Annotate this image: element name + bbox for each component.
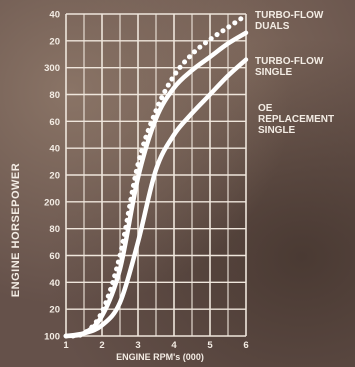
legend-turbo-flow-single: TURBO-FLOW SINGLE (255, 56, 324, 78)
x-tick-label: 4 (171, 340, 177, 351)
y-tick-label: 300 (44, 63, 60, 74)
y-tick-label: 40 (49, 144, 60, 155)
x-tick-label: 5 (207, 340, 213, 351)
y-tick-label: 80 (49, 90, 60, 101)
x-tick-label: 3 (135, 340, 140, 351)
tick-layer: 100 20 40 60 80 200 20 40 60 80 300 20 40 1 2 3 4 5 6 (44, 10, 249, 352)
y-tick-label: 80 (49, 224, 60, 235)
series-line-2 (63, 57, 249, 339)
y-tick-label: 40 (49, 10, 60, 21)
x-axis-label: ENGINE RPM's (000) (116, 352, 204, 362)
x-tick-label: 1 (63, 340, 69, 351)
y-tick-label: 200 (44, 197, 60, 208)
y-tick-label: 20 (49, 36, 60, 47)
y-tick-label: 100 (44, 332, 60, 343)
legend-turbo-flow-duals: TURBO-FLOW DUALS (255, 10, 324, 32)
y-tick-label: 20 (49, 171, 60, 182)
legend-oe-replacement-single: OE REPLACEMENT SINGLE (258, 103, 335, 136)
y-tick-label: 40 (49, 278, 60, 289)
x-tick-label: 6 (243, 340, 248, 351)
y-tick-label: 60 (49, 117, 60, 128)
y-tick-label: 20 (49, 305, 60, 316)
series-layer (63, 12, 249, 339)
y-tick-label: 60 (49, 251, 60, 262)
y-axis-label-box: ENGINE HORSEPOWER (0, 130, 32, 330)
y-axis-label: ENGINE HORSEPOWER (10, 162, 22, 298)
x-tick-label: 2 (99, 340, 104, 351)
series-line-1 (63, 30, 249, 339)
